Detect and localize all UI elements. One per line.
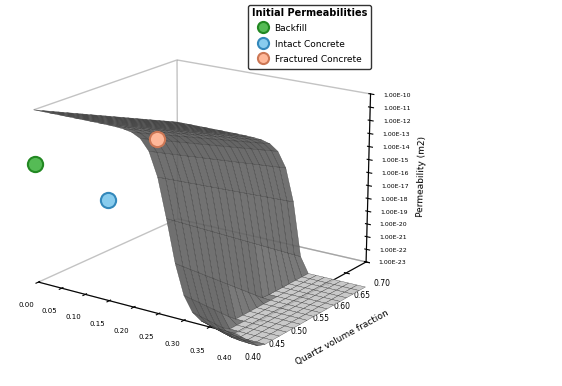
Legend: Backfill, Intact Concrete, Fractured Concrete: Backfill, Intact Concrete, Fractured Con… [248, 5, 371, 69]
Y-axis label: Quartz volume fraction: Quartz volume fraction [294, 308, 390, 367]
